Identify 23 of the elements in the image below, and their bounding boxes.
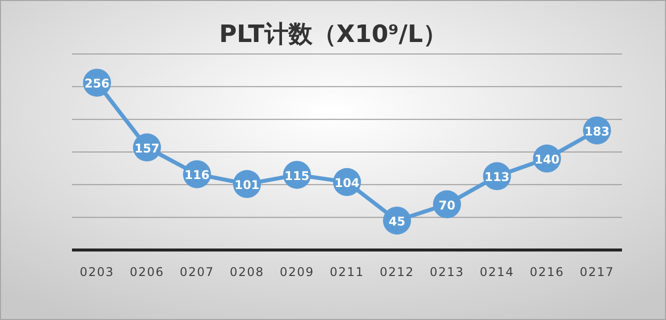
x-tick-label: 0214 <box>480 265 514 279</box>
x-tick-label: 0207 <box>180 265 214 279</box>
data-label: 70 <box>438 198 456 212</box>
x-tick-label: 0216 <box>530 265 564 279</box>
data-label: 45 <box>388 214 406 229</box>
data-label: 115 <box>284 168 310 183</box>
data-label: 157 <box>134 141 160 156</box>
x-tick-label: 0208 <box>230 265 264 279</box>
chart-title: PLT计数（X10⁹/L） <box>219 20 447 48</box>
x-tick-label: 0209 <box>280 265 314 279</box>
x-tick-label: 0217 <box>580 265 614 279</box>
data-label: 256 <box>84 76 110 91</box>
data-label: 183 <box>584 124 610 138</box>
data-label: 140 <box>534 152 560 167</box>
data-label: 101 <box>234 178 260 192</box>
data-label: 116 <box>184 168 210 182</box>
x-tick-label: 0213 <box>430 265 464 279</box>
data-label: 113 <box>484 170 510 184</box>
x-tick-label: 0211 <box>330 265 364 279</box>
x-tick-label: 0212 <box>380 265 414 279</box>
x-tick-label: 0203 <box>80 265 114 279</box>
data-label: 104 <box>334 176 360 190</box>
x-tick-label: 0206 <box>130 265 164 279</box>
